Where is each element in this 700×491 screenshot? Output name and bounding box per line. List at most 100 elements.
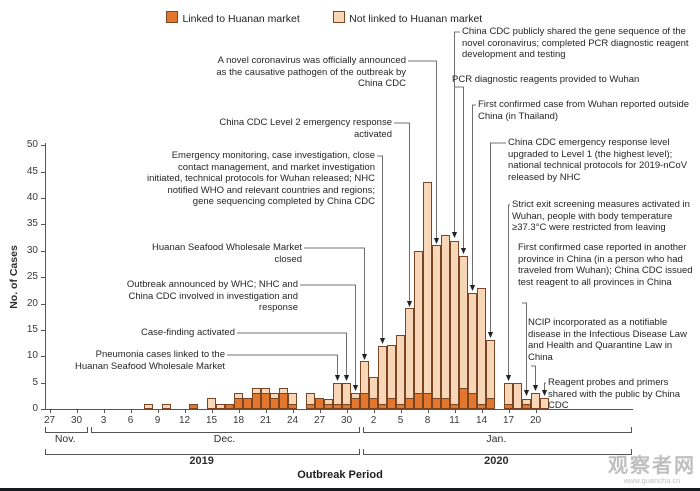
legend-label-not-linked: Not linked to Huanan market [349, 13, 483, 25]
x-tick-label: 3 [100, 415, 107, 426]
bar-jan-8 [423, 182, 432, 409]
x-tick [508, 409, 510, 413]
x-tick-label: 6 [127, 415, 134, 426]
bar-segment-linked [225, 404, 234, 409]
bar-segment-linked [360, 393, 369, 409]
bar-jan-21 [540, 398, 549, 409]
x-tick-label: 20 [529, 415, 542, 426]
bar-segment-linked [522, 404, 531, 409]
connector-arrowhead [469, 285, 476, 291]
connector-line [531, 365, 536, 385]
bar-segment-linked [477, 404, 486, 409]
x-tick-label: 12 [178, 415, 191, 426]
bar-segment-linked [315, 398, 324, 409]
x-tick [292, 409, 294, 413]
x-tick [49, 409, 51, 413]
y-tick [41, 382, 45, 384]
bar-segment-linked [396, 404, 405, 409]
connector-arrowhead [334, 375, 341, 381]
connector-line [454, 31, 460, 232]
bar-jan-2 [369, 377, 378, 409]
connector-arrowhead [352, 385, 359, 391]
bar-segment-linked [369, 398, 378, 409]
watermark-url: www.guancha.cn [623, 476, 681, 485]
connector-arrowhead [433, 238, 440, 244]
annotation-market-closed: Huanan Seafood Wholesale Market closed [152, 242, 302, 265]
connector-arrowhead [379, 338, 386, 344]
y-tick [41, 303, 45, 305]
bar-jan-5 [396, 335, 405, 409]
bar-jan-18 [513, 383, 522, 409]
x-axis-title: Outbreak Period [297, 469, 383, 481]
year-2019-bracket [45, 449, 361, 455]
y-tick-label: 40 [26, 192, 38, 204]
month-nov-label: Nov. [54, 433, 76, 445]
connector-line [455, 86, 464, 248]
connector-line [544, 382, 546, 390]
connector-arrowhead [487, 332, 494, 338]
bar-jan-17 [504, 383, 513, 409]
x-tick [130, 409, 132, 413]
bar-segment-linked [351, 398, 360, 409]
annotation-pcr-reagents-wuhan: PCR diagnostic reagents provided to Wuha… [452, 74, 640, 85]
y-tick-label: 5 [32, 376, 38, 388]
x-tick [400, 409, 402, 413]
y-tick [41, 329, 45, 331]
bar-segment-linked [486, 398, 495, 409]
connector-arrowhead [451, 232, 458, 238]
bar-jan-6 [405, 308, 414, 409]
bar-jan-20 [531, 393, 540, 409]
connector-arrowhead [505, 375, 512, 381]
bar-segment-not-linked [216, 404, 225, 409]
connector-line [377, 155, 383, 338]
watermark: 观察者网 www.guancha.cn [608, 456, 696, 485]
y-tick [41, 409, 45, 410]
year-2019-label: 2019 [189, 455, 214, 467]
x-tick [427, 409, 429, 413]
month-jan-label: Jan. [486, 433, 507, 445]
bar-dec-23 [279, 388, 288, 409]
y-tick-label: 50 [26, 139, 38, 151]
legend-swatch-linked [166, 11, 178, 23]
bar-segment-linked [279, 393, 288, 409]
year-2020-label: 2020 [484, 455, 509, 467]
x-tick-label: 15 [205, 415, 218, 426]
y-tick-label: 0 [32, 403, 38, 414]
bar-jan-7 [414, 251, 423, 409]
annotation-novel-cov-announced: A novel coronavirus was officially annou… [216, 55, 406, 89]
bar-segment-not-linked [531, 393, 540, 409]
annotation-emergency-monitoring: Emergency monitoring, case investigation… [147, 150, 375, 207]
connector-arrowhead [343, 375, 350, 381]
bar-dec-29 [333, 383, 342, 409]
connector-line [227, 354, 338, 375]
x-tick [157, 409, 159, 413]
bar-segment-linked [441, 398, 450, 409]
bar-dec-28 [324, 399, 333, 409]
bar-segment-linked [342, 404, 351, 409]
bar-segment-linked [243, 398, 252, 409]
x-tick [454, 409, 456, 413]
bar-dec-31 [351, 393, 360, 409]
x-tick-label: 30 [340, 415, 353, 426]
connector-arrowhead [460, 248, 467, 254]
bar-dec-30 [342, 383, 351, 409]
connector-line [408, 60, 437, 238]
x-tick-label: 24 [286, 415, 299, 426]
x-tick-label: 14 [475, 415, 488, 426]
connector-arrowhead [361, 354, 368, 360]
connector-line [394, 122, 410, 301]
legend: Linked to Huanan market Not linked to Hu… [166, 9, 482, 27]
x-tick [211, 409, 213, 413]
watermark-text: 观察者网 [608, 455, 696, 477]
bar-dec-10 [162, 404, 171, 409]
x-tick-label: 8 [424, 415, 431, 426]
bar-dec-8 [144, 404, 153, 409]
x-tick-label: 5 [397, 415, 404, 426]
annotation-level-1-upgrade: China CDC emergency response level upgra… [508, 137, 688, 183]
month-jan-bracket [362, 427, 632, 433]
connector-arrowhead [532, 385, 539, 391]
bar-dec-22 [270, 393, 279, 409]
bar-jan-12 [459, 256, 468, 409]
x-tick [238, 409, 240, 413]
y-tick-label: 25 [26, 271, 38, 283]
